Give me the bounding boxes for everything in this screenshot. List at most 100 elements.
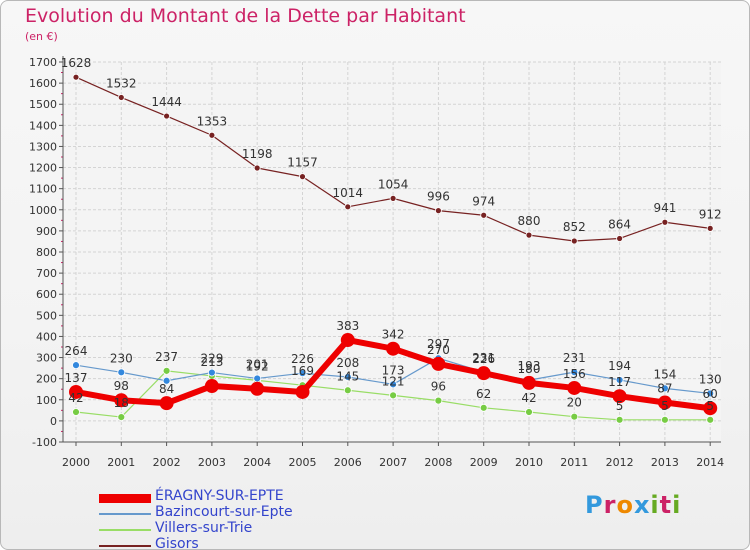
data-point (69, 384, 83, 399)
data-label: 18 (114, 396, 129, 410)
data-label: 201 (246, 357, 269, 371)
data-point (480, 211, 488, 219)
data-point (386, 341, 401, 356)
data-point (706, 389, 715, 398)
x-tick-label: 2011 (560, 456, 588, 469)
data-point (253, 374, 262, 383)
data-label: 98 (114, 379, 129, 393)
data-label: 1628 (61, 56, 92, 70)
data-label: 1054 (378, 177, 409, 191)
data-label: 231 (472, 351, 495, 365)
logo-letter: x (633, 491, 651, 519)
data-label: 117 (608, 375, 631, 389)
x-tick-label: 2002 (153, 456, 181, 469)
data-point (114, 393, 129, 408)
data-point (522, 375, 536, 390)
data-point (295, 384, 310, 399)
data-label: 5 (706, 399, 714, 413)
data-label: 264 (65, 344, 88, 358)
data-point (204, 379, 219, 394)
data-label: 974 (472, 194, 495, 208)
data-label: 342 (382, 328, 405, 342)
data-point (72, 73, 80, 81)
x-tick-label: 2007 (379, 456, 407, 469)
data-point (250, 381, 265, 396)
data-point (570, 412, 579, 421)
data-point (570, 237, 578, 245)
legend-swatch (99, 529, 151, 531)
x-tick-label: 2005 (289, 456, 317, 469)
y-tick-label: 0 (50, 415, 57, 428)
data-point (207, 368, 216, 377)
data-label: 42 (68, 391, 83, 405)
data-label: 5 (661, 399, 669, 413)
data-point (525, 408, 533, 416)
data-point (117, 94, 125, 101)
data-label: 84 (159, 382, 174, 396)
data-point (479, 403, 488, 412)
data-point (661, 384, 669, 393)
data-label: 156 (563, 367, 586, 381)
data-point (476, 366, 491, 381)
data-point (525, 231, 533, 239)
data-label: 1353 (197, 114, 228, 128)
data-label: 912 (699, 207, 722, 221)
y-tick-label: 1500 (29, 98, 57, 111)
data-point (340, 333, 355, 348)
y-tick-label: 700 (36, 267, 57, 280)
x-tick-label: 2013 (651, 456, 679, 469)
data-label: 130 (699, 372, 722, 386)
data-point (253, 164, 261, 172)
data-label: 383 (336, 319, 359, 333)
legend-label: Gisors (155, 536, 199, 550)
data-label: 121 (382, 374, 405, 388)
data-point (299, 173, 306, 181)
legend-swatch (99, 493, 151, 503)
data-point (343, 386, 352, 395)
data-label: 864 (608, 217, 631, 231)
series-gisors (72, 73, 714, 245)
data-label: 1014 (333, 186, 364, 200)
data-label: 996 (427, 190, 450, 204)
data-label: 1198 (242, 147, 273, 161)
data-point (661, 218, 669, 226)
data-point (159, 396, 174, 411)
data-label: 154 (653, 367, 676, 381)
data-label: 231 (563, 351, 586, 365)
logo-letter: o (616, 491, 634, 519)
y-tick-label: -100 (32, 436, 57, 449)
data-label: 42 (521, 391, 536, 405)
data-point (434, 396, 443, 405)
data-label: 941 (653, 201, 676, 215)
y-tick-label: 1100 (29, 183, 57, 196)
data-point (661, 415, 669, 424)
data-label: 87 (657, 382, 672, 396)
data-point (162, 366, 171, 375)
logo-letter: i (650, 491, 660, 519)
data-point (72, 361, 80, 370)
data-label: 194 (608, 359, 631, 373)
data-point (389, 194, 397, 202)
x-tick-label: 2014 (696, 456, 724, 469)
data-label: 60 (703, 387, 718, 401)
x-tick-label: 2003 (198, 456, 226, 469)
y-tick-label: 300 (36, 352, 57, 365)
data-label: 1157 (287, 156, 318, 170)
data-label: 1444 (151, 95, 182, 109)
data-point (389, 391, 398, 400)
x-tick-label: 2010 (515, 456, 543, 469)
data-point (616, 235, 623, 242)
data-label: 226 (472, 352, 495, 366)
y-tick-label: 1600 (29, 77, 57, 90)
data-point (298, 369, 307, 378)
data-point (703, 401, 718, 416)
data-point (343, 373, 352, 381)
data-label: 192 (246, 359, 269, 373)
logo-letter: r (603, 491, 617, 519)
data-label: 880 (518, 214, 541, 228)
legend-label: ÉRAGNY-SUR-EPTE (155, 488, 284, 504)
data-label: 193 (518, 359, 541, 373)
y-tick-label: 1000 (29, 204, 57, 217)
